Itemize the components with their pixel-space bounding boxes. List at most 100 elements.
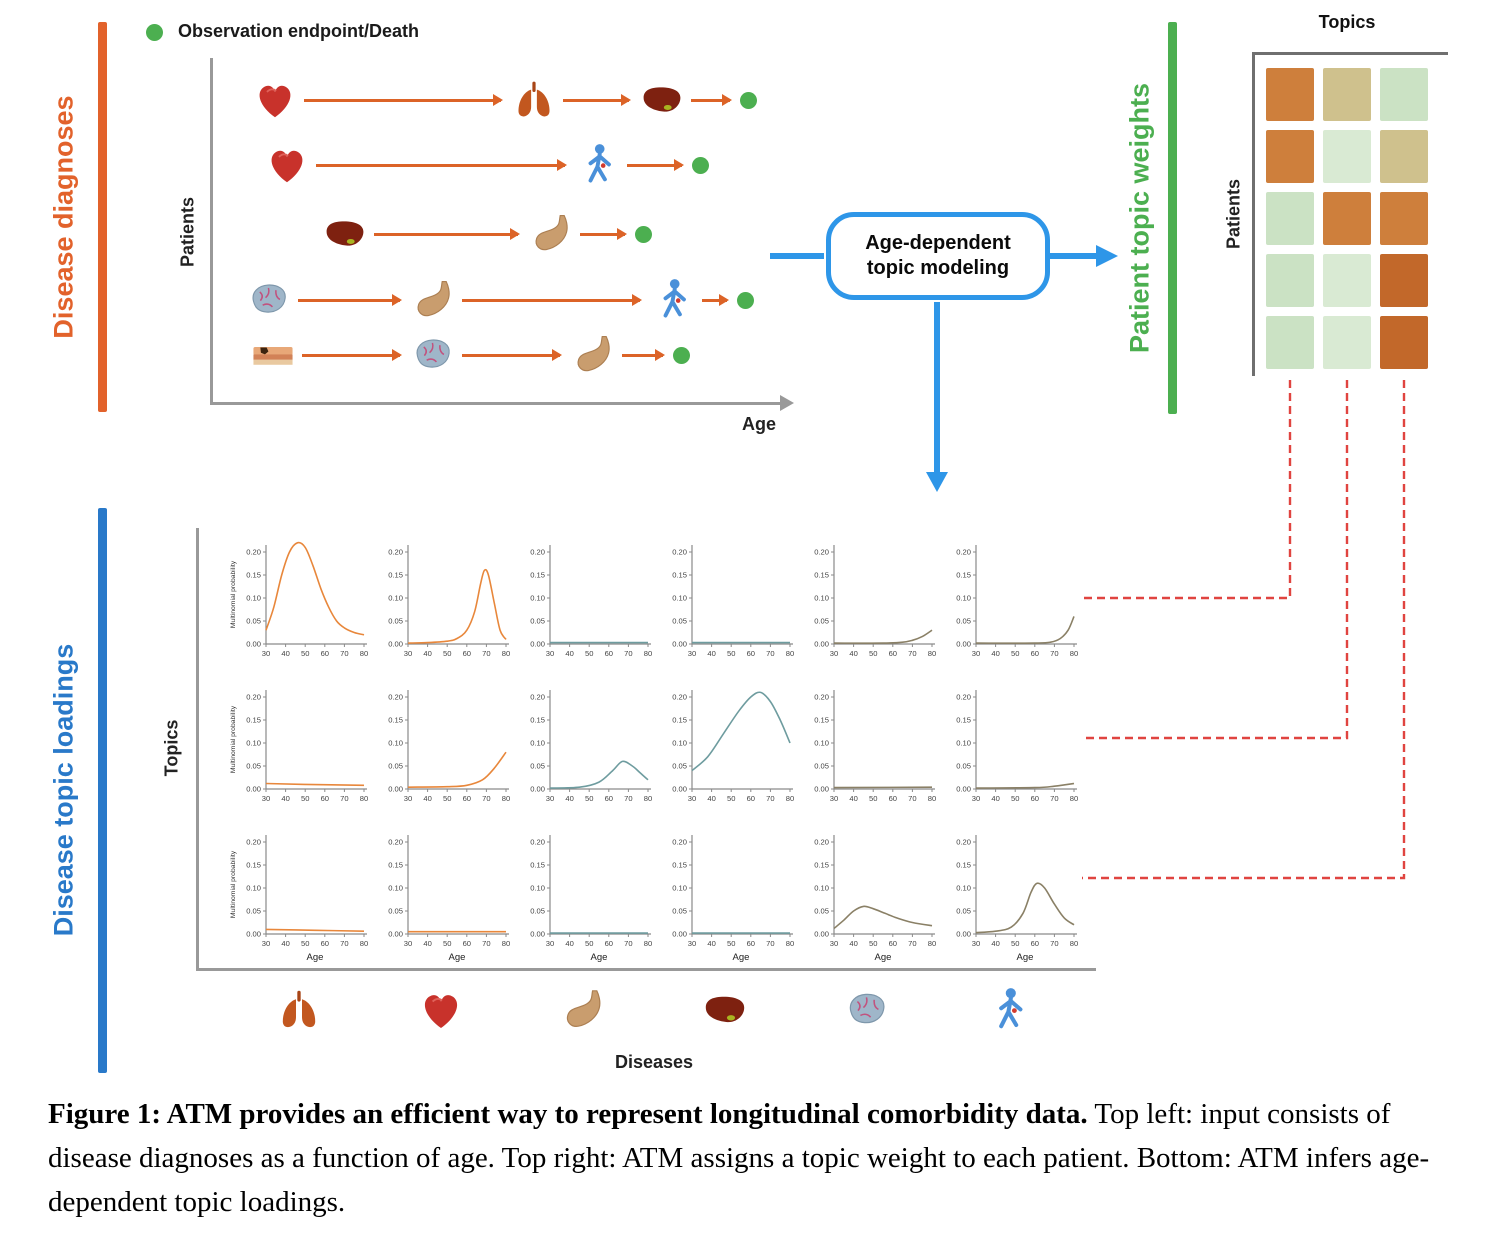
svg-text:0.05: 0.05 — [672, 762, 687, 771]
svg-text:40: 40 — [565, 794, 573, 803]
svg-text:30: 30 — [262, 649, 270, 658]
svg-text:70: 70 — [624, 794, 632, 803]
svg-text:0.15: 0.15 — [956, 571, 971, 580]
svg-text:0.10: 0.10 — [956, 739, 971, 748]
topic-weight-cell — [1266, 254, 1314, 307]
brain-icon — [246, 277, 292, 323]
svg-text:0.15: 0.15 — [246, 861, 261, 870]
svg-text:0.15: 0.15 — [956, 861, 971, 870]
svg-text:50: 50 — [585, 939, 593, 948]
heart-icon — [264, 142, 310, 188]
topic-loadings-grid: 0.00 0.05 0.10 0.15 0.20 30 40 50 60 70 80 Multinom… — [228, 540, 1080, 985]
svg-text:80: 80 — [1070, 794, 1078, 803]
svg-text:0.15: 0.15 — [956, 716, 971, 725]
disease-icon-cell — [417, 986, 465, 1034]
svg-text:70: 70 — [482, 794, 490, 803]
age-axis — [210, 402, 782, 405]
svg-text:40: 40 — [707, 794, 715, 803]
topic-loading-chart: 0.00 0.05 0.10 0.15 0.20 30 40 50 60 70 80 Age — [796, 830, 938, 985]
svg-text:70: 70 — [624, 649, 632, 658]
svg-text:0.00: 0.00 — [672, 640, 687, 649]
topic-loading-chart: 0.00 0.05 0.10 0.15 0.20 30 40 50 60 70 80 — [796, 540, 938, 685]
svg-text:50: 50 — [301, 649, 309, 658]
svg-text:80: 80 — [360, 939, 368, 948]
svg-text:0.00: 0.00 — [672, 930, 687, 939]
svg-text:0.05: 0.05 — [814, 617, 829, 626]
svg-text:0.10: 0.10 — [388, 739, 403, 748]
svg-text:0.05: 0.05 — [956, 762, 971, 771]
svg-text:0.00: 0.00 — [956, 930, 971, 939]
topic-loading-chart: 0.00 0.05 0.10 0.15 0.20 30 40 50 60 70 80 — [796, 685, 938, 830]
topic-loading-chart: 0.00 0.05 0.10 0.15 0.20 30 40 50 60 70 80 Multinom… — [228, 685, 370, 830]
svg-text:50: 50 — [1011, 939, 1019, 948]
svg-text:0.20: 0.20 — [530, 838, 545, 847]
svg-text:60: 60 — [321, 939, 329, 948]
svg-text:0.00: 0.00 — [672, 785, 687, 794]
svg-text:60: 60 — [747, 939, 755, 948]
svg-text:70: 70 — [766, 794, 774, 803]
svg-text:0.15: 0.15 — [530, 716, 545, 725]
topic-loading-chart: 0.00 0.05 0.10 0.15 0.20 30 40 50 60 70 80 Multinom… — [228, 540, 370, 685]
topic-weight-cell — [1266, 192, 1314, 245]
svg-text:0.10: 0.10 — [672, 884, 687, 893]
topic-loading-chart: 0.00 0.05 0.10 0.15 0.20 30 40 50 60 70 80 — [938, 540, 1080, 685]
svg-text:0.15: 0.15 — [530, 861, 545, 870]
svg-text:40: 40 — [281, 794, 289, 803]
svg-text:60: 60 — [605, 939, 613, 948]
svg-text:0.15: 0.15 — [814, 571, 829, 580]
svg-text:0.20: 0.20 — [956, 548, 971, 557]
svg-text:0.10: 0.10 — [814, 884, 829, 893]
svg-text:60: 60 — [889, 649, 897, 658]
patients-axis — [210, 58, 213, 405]
topic-weight-cell — [1323, 130, 1371, 183]
patient-row — [264, 142, 709, 188]
svg-text:60: 60 — [321, 794, 329, 803]
patient-row — [250, 332, 690, 378]
svg-text:60: 60 — [463, 794, 471, 803]
svg-text:80: 80 — [502, 794, 510, 803]
caption-rest: Top left: input consists of disease diag… — [48, 1098, 1430, 1219]
svg-text:50: 50 — [301, 794, 309, 803]
skin-icon — [250, 332, 296, 378]
diagnosis-arrow — [701, 298, 728, 302]
topics-axis-label: Topics — [161, 719, 182, 777]
stomach-icon — [570, 332, 616, 378]
svg-text:40: 40 — [281, 649, 289, 658]
svg-text:0.15: 0.15 — [246, 571, 261, 580]
svg-text:70: 70 — [766, 939, 774, 948]
svg-text:30: 30 — [688, 939, 696, 948]
svg-text:40: 40 — [991, 939, 999, 948]
svg-text:Age: Age — [307, 952, 324, 963]
lungs-icon — [275, 986, 323, 1034]
svg-text:0.10: 0.10 — [672, 594, 687, 603]
svg-text:40: 40 — [991, 649, 999, 658]
patient-topic-weights-label: Patient topic weights — [1124, 82, 1155, 354]
svg-text:0.10: 0.10 — [530, 739, 545, 748]
svg-text:Multinomial probability: Multinomial probability — [230, 850, 237, 918]
svg-text:50: 50 — [301, 939, 309, 948]
svg-text:0.00: 0.00 — [814, 930, 829, 939]
svg-text:80: 80 — [502, 939, 510, 948]
diseases-axis — [196, 968, 1096, 971]
svg-text:60: 60 — [889, 939, 897, 948]
topic-loading-chart: 0.00 0.05 0.10 0.15 0.20 30 40 50 60 70 80 Age — [512, 830, 654, 985]
svg-text:70: 70 — [908, 794, 916, 803]
patient-row — [252, 77, 757, 123]
svg-text:70: 70 — [1050, 794, 1058, 803]
svg-text:80: 80 — [786, 794, 794, 803]
red-dashed-topic1 — [1082, 380, 1292, 600]
svg-text:0.05: 0.05 — [956, 907, 971, 916]
svg-text:60: 60 — [1031, 649, 1039, 658]
svg-text:80: 80 — [1070, 939, 1078, 948]
svg-text:60: 60 — [1031, 794, 1039, 803]
svg-text:50: 50 — [585, 794, 593, 803]
svg-text:Multinomial probability: Multinomial probability — [230, 705, 237, 773]
svg-text:60: 60 — [321, 649, 329, 658]
svg-text:0.20: 0.20 — [246, 548, 261, 557]
svg-text:50: 50 — [727, 794, 735, 803]
svg-text:0.15: 0.15 — [388, 861, 403, 870]
patient-row — [322, 211, 652, 257]
patient-topic-weights-bar — [1168, 22, 1177, 414]
svg-text:0.20: 0.20 — [672, 548, 687, 557]
topic-loading-chart: 0.00 0.05 0.10 0.15 0.20 30 40 50 60 70 80 — [654, 685, 796, 830]
